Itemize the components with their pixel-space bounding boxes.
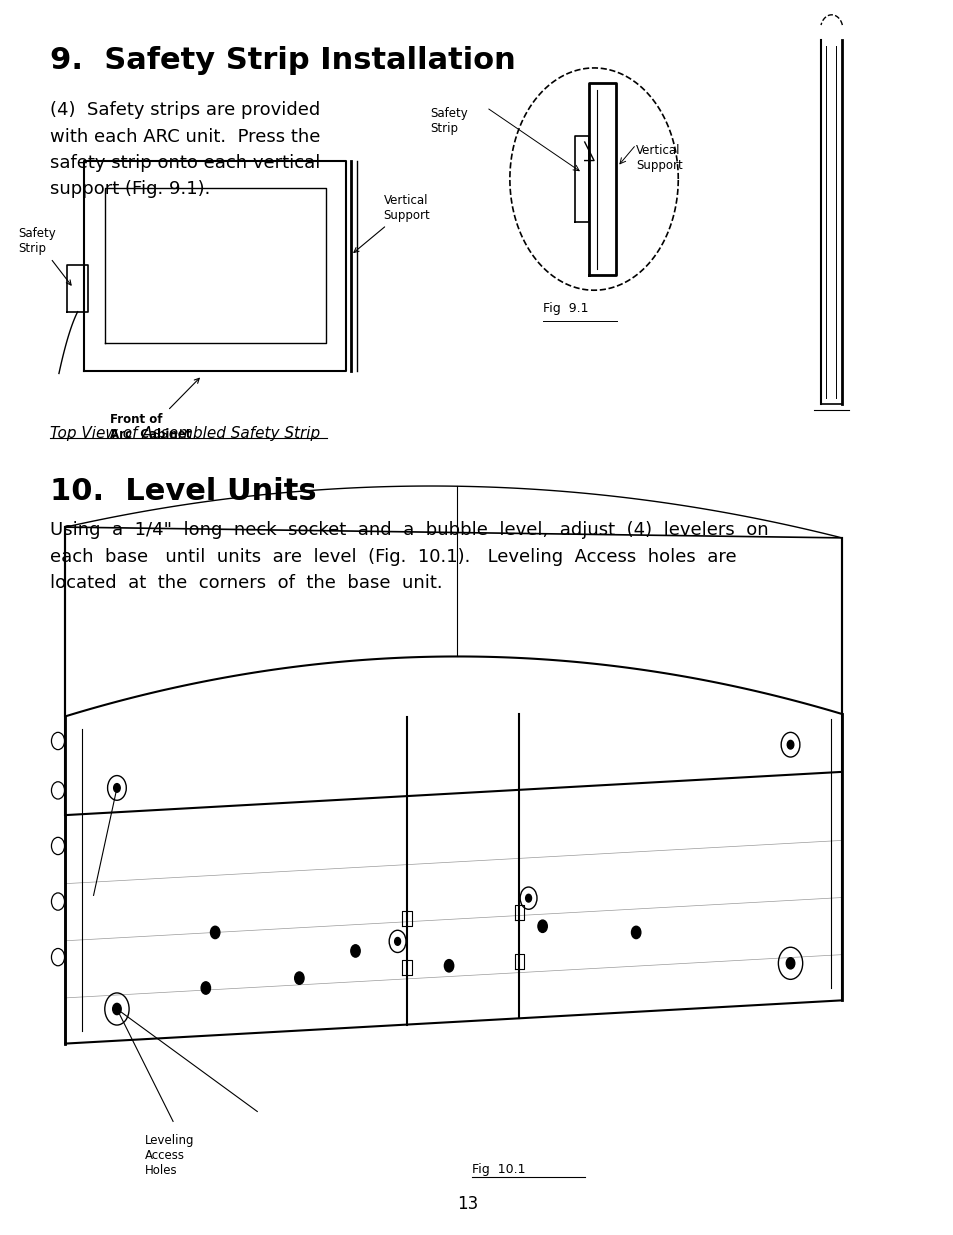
Circle shape (395, 937, 400, 945)
Text: Vertical
Support: Vertical Support (354, 194, 430, 252)
Circle shape (631, 926, 640, 939)
Text: Safety
Strip: Safety Strip (430, 107, 468, 136)
Text: Top View of Assembled Safety Strip: Top View of Assembled Safety Strip (50, 426, 319, 441)
Text: Fig  10.1: Fig 10.1 (472, 1162, 525, 1176)
Circle shape (294, 972, 304, 984)
Text: Front of
Arc  Cabinet: Front of Arc Cabinet (111, 378, 199, 441)
Circle shape (351, 945, 360, 957)
Text: Vertical
Support: Vertical Support (636, 144, 682, 173)
Text: Fig  9.1: Fig 9.1 (542, 303, 587, 315)
Circle shape (112, 1003, 121, 1015)
Circle shape (785, 957, 794, 969)
Text: 13: 13 (456, 1194, 477, 1213)
Circle shape (211, 926, 219, 939)
Text: Safety
Strip: Safety Strip (19, 227, 71, 285)
Circle shape (113, 784, 120, 793)
Circle shape (444, 960, 454, 972)
Circle shape (537, 920, 547, 932)
Text: (4)  Safety strips are provided
with each ARC unit.  Press the
safety strip onto: (4) Safety strips are provided with each… (50, 101, 319, 199)
Text: Leveling
Access
Holes: Leveling Access Holes (145, 1134, 194, 1177)
Circle shape (525, 894, 531, 902)
Text: Using  a  1/4"  long  neck  socket  and  a  bubble  level,  adjust  (4)  leveler: Using a 1/4" long neck socket and a bubb… (50, 521, 767, 592)
Text: 9.  Safety Strip Installation: 9. Safety Strip Installation (50, 46, 515, 74)
Circle shape (786, 740, 793, 748)
Circle shape (201, 982, 211, 994)
Text: 10.  Level Units: 10. Level Units (50, 477, 315, 505)
